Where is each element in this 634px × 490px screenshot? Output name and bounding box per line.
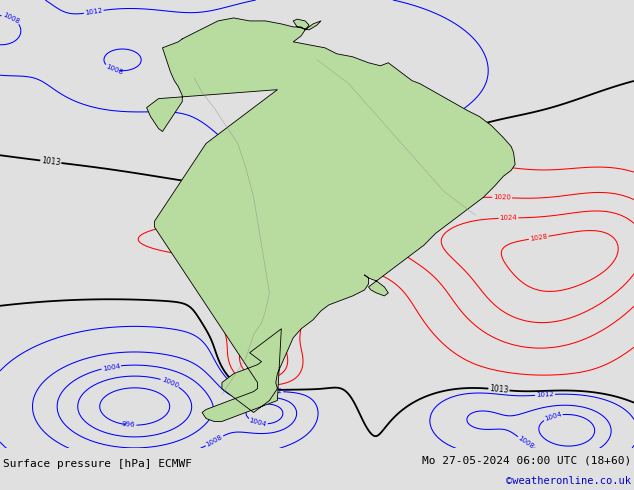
Text: 1008: 1008: [517, 435, 535, 450]
Text: 1012: 1012: [264, 389, 282, 394]
Text: 1013: 1013: [489, 384, 509, 395]
Text: 1020: 1020: [493, 194, 511, 201]
Text: Mo 27-05-2024 06:00 UTC (18+60): Mo 27-05-2024 06:00 UTC (18+60): [422, 455, 631, 465]
Text: 1004: 1004: [102, 363, 120, 371]
Text: 1013: 1013: [41, 156, 61, 168]
Text: 1012: 1012: [536, 392, 554, 398]
Text: 1028: 1028: [266, 295, 280, 314]
Text: 1008: 1008: [2, 11, 20, 24]
Text: ©weatheronline.co.uk: ©weatheronline.co.uk: [506, 476, 631, 486]
Text: 1008: 1008: [205, 434, 224, 448]
Text: 996: 996: [122, 421, 136, 428]
Text: 1004: 1004: [249, 417, 268, 428]
Text: 1024: 1024: [237, 316, 250, 335]
Text: 1012: 1012: [84, 7, 103, 16]
Text: 1004: 1004: [543, 411, 562, 422]
Polygon shape: [146, 18, 515, 421]
Text: 1016: 1016: [278, 215, 297, 221]
Text: 1024: 1024: [500, 215, 517, 221]
Text: Surface pressure [hPa] ECMWF: Surface pressure [hPa] ECMWF: [3, 459, 192, 469]
Text: 1012: 1012: [426, 120, 444, 135]
Text: 1008: 1008: [105, 63, 124, 76]
Text: 1000: 1000: [160, 376, 179, 389]
Text: 1020: 1020: [284, 316, 295, 335]
Text: 1028: 1028: [529, 233, 548, 242]
